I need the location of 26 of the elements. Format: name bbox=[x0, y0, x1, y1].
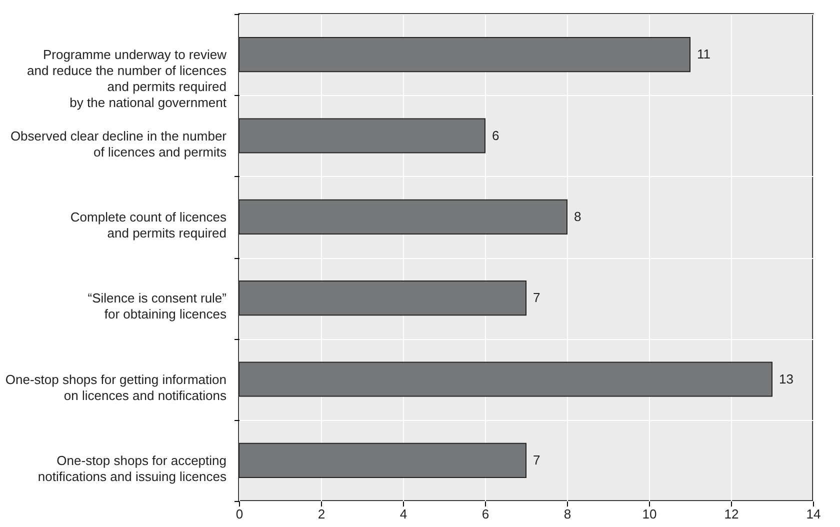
y-tick-label: Complete count of licences and permits required bbox=[70, 209, 227, 240]
x-tick-label: 0 bbox=[236, 506, 244, 522]
x-tick-label: 6 bbox=[482, 506, 490, 522]
y-tick-label: Programme underway to review and reduce the number of licences and permits required by the national government bbox=[27, 47, 228, 110]
x-tick-label: 8 bbox=[564, 506, 572, 522]
y-tick-label: One-stop shops for getting information on licences and notifications bbox=[5, 372, 227, 403]
x-tick-label: 14 bbox=[806, 506, 821, 522]
x-tick-label: 10 bbox=[642, 506, 657, 522]
data-label: 11 bbox=[697, 46, 710, 62]
bar bbox=[238, 118, 486, 154]
x-tick-label: 12 bbox=[724, 506, 739, 522]
y-tick-label: One-stop shops for accepting notifications and issuing licences bbox=[38, 452, 227, 484]
x-tick-label: 4 bbox=[400, 506, 408, 522]
data-label: 6 bbox=[492, 128, 500, 143]
data-label: 8 bbox=[574, 208, 582, 224]
y-tick-label: Observed clear decline in the number of licences and permits bbox=[10, 128, 228, 160]
bar bbox=[238, 362, 772, 397]
data-label: 7 bbox=[533, 452, 540, 468]
data-label: 13 bbox=[779, 371, 794, 386]
y-tick-label: “Silence is consent rule” for obtaining licences bbox=[88, 290, 227, 322]
x-tick-label: 2 bbox=[318, 506, 326, 522]
bar bbox=[238, 280, 526, 316]
bar bbox=[238, 199, 568, 234]
bar bbox=[238, 37, 690, 72]
data-label: 7 bbox=[533, 290, 540, 306]
bar bbox=[238, 442, 526, 478]
